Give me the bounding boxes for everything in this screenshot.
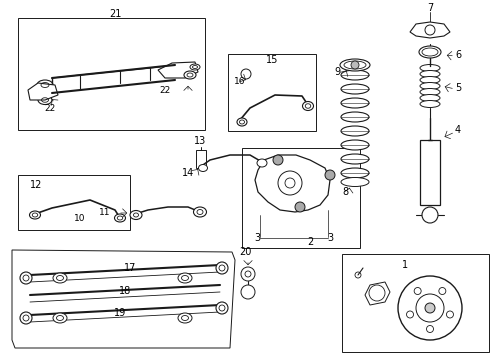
Circle shape <box>425 303 435 313</box>
Text: 22: 22 <box>45 104 56 113</box>
Ellipse shape <box>184 71 196 79</box>
Bar <box>18 175 130 230</box>
Circle shape <box>273 155 283 165</box>
Circle shape <box>241 69 251 79</box>
Text: 12: 12 <box>30 180 42 190</box>
Ellipse shape <box>341 126 369 136</box>
Bar <box>420 140 440 205</box>
Text: 22: 22 <box>159 86 171 95</box>
Ellipse shape <box>115 214 125 222</box>
Ellipse shape <box>340 59 370 71</box>
Text: 3: 3 <box>254 233 260 243</box>
Ellipse shape <box>216 262 228 274</box>
Text: 19: 19 <box>114 308 126 318</box>
Circle shape <box>422 207 438 223</box>
Ellipse shape <box>198 165 207 171</box>
Ellipse shape <box>37 80 53 90</box>
Ellipse shape <box>130 211 142 220</box>
Ellipse shape <box>420 82 440 90</box>
Bar <box>342 254 489 352</box>
Ellipse shape <box>194 207 206 217</box>
Ellipse shape <box>341 168 369 178</box>
Circle shape <box>295 202 305 212</box>
Text: 7: 7 <box>427 3 433 13</box>
Ellipse shape <box>257 159 267 167</box>
Text: 9: 9 <box>334 67 340 77</box>
Text: 11: 11 <box>99 207 111 216</box>
Ellipse shape <box>29 211 41 219</box>
Text: 4: 4 <box>455 125 461 135</box>
Ellipse shape <box>420 64 440 72</box>
Polygon shape <box>158 62 198 78</box>
Polygon shape <box>365 282 390 305</box>
Ellipse shape <box>419 46 441 58</box>
Ellipse shape <box>216 302 228 314</box>
Ellipse shape <box>420 94 440 102</box>
Text: 16: 16 <box>234 77 246 86</box>
Ellipse shape <box>20 272 32 284</box>
Ellipse shape <box>420 100 440 108</box>
Text: 1: 1 <box>402 260 408 270</box>
Ellipse shape <box>341 112 369 122</box>
Circle shape <box>241 285 255 299</box>
Ellipse shape <box>341 177 369 186</box>
Ellipse shape <box>341 140 369 150</box>
Text: 20: 20 <box>239 247 251 257</box>
Polygon shape <box>255 155 330 212</box>
Polygon shape <box>12 250 235 348</box>
Ellipse shape <box>38 95 52 104</box>
Ellipse shape <box>178 273 192 283</box>
Circle shape <box>351 61 359 69</box>
Polygon shape <box>410 22 450 38</box>
Text: 2: 2 <box>307 237 313 247</box>
Ellipse shape <box>420 71 440 77</box>
Ellipse shape <box>341 154 369 164</box>
Polygon shape <box>28 83 58 100</box>
Ellipse shape <box>341 98 369 108</box>
Ellipse shape <box>20 312 32 324</box>
Ellipse shape <box>190 64 200 70</box>
Text: 17: 17 <box>124 263 136 273</box>
Text: 21: 21 <box>109 9 121 19</box>
Bar <box>228 54 316 131</box>
Bar <box>242 148 360 248</box>
Text: 15: 15 <box>266 55 278 65</box>
Bar <box>18 18 205 130</box>
Text: 8: 8 <box>342 187 348 197</box>
Text: 5: 5 <box>455 83 461 93</box>
Ellipse shape <box>341 70 369 80</box>
Circle shape <box>241 267 255 281</box>
Text: 14: 14 <box>182 168 194 178</box>
Bar <box>196 150 206 168</box>
Circle shape <box>325 170 335 180</box>
Ellipse shape <box>178 313 192 323</box>
Ellipse shape <box>53 273 67 283</box>
Ellipse shape <box>341 84 369 94</box>
Ellipse shape <box>420 89 440 95</box>
Text: 10: 10 <box>74 213 86 222</box>
Ellipse shape <box>302 102 314 111</box>
Ellipse shape <box>420 77 440 84</box>
Text: 13: 13 <box>194 136 206 146</box>
Text: 18: 18 <box>119 286 131 296</box>
Text: 3: 3 <box>327 233 333 243</box>
Ellipse shape <box>237 118 247 126</box>
Text: 6: 6 <box>455 50 461 60</box>
Ellipse shape <box>53 313 67 323</box>
